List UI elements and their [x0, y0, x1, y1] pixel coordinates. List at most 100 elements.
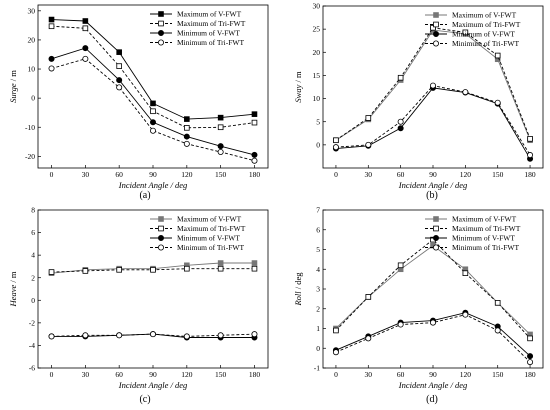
y-axis-label: Sway / m: [293, 71, 303, 103]
data-point: [251, 260, 258, 266]
data-point: [217, 260, 224, 266]
x-tick-label: 30: [82, 370, 90, 379]
data-point: [397, 262, 404, 269]
x-tick-label: 0: [50, 170, 54, 179]
legend-marker: [158, 11, 164, 17]
data-point: [251, 331, 258, 338]
data-point: [183, 140, 190, 147]
x-tick-label: 150: [492, 170, 504, 179]
data-point: [429, 82, 436, 89]
y-tick-label: 5: [316, 117, 320, 126]
x-tick-label: 180: [524, 170, 536, 179]
x-tick-label: 90: [149, 370, 157, 379]
y-tick-label: 0: [31, 94, 35, 103]
x-tick-label: 180: [249, 170, 261, 179]
data-point: [397, 125, 404, 132]
legend-label: Minimum of Tri-FWT: [177, 38, 245, 47]
x-tick-label: 60: [397, 170, 405, 179]
series-1: [48, 23, 258, 131]
data-point: [150, 100, 156, 107]
y-tick-label: 4: [316, 265, 320, 274]
legend-label: Maximum of V-FWT: [452, 11, 517, 20]
data-point: [184, 265, 190, 272]
data-point: [48, 16, 55, 23]
data-point: [149, 119, 156, 126]
series-3: [48, 331, 258, 340]
y-tick-label: 30: [28, 6, 36, 15]
y-axis-label-quantity: Sway: [293, 84, 303, 102]
y-tick-label: 0: [31, 296, 35, 305]
y-axis-label-unit: / deg: [293, 272, 303, 292]
data-point: [217, 114, 224, 121]
data-point: [184, 125, 190, 131]
legend-label: Minimum of V-FWT: [452, 234, 515, 243]
data-point: [430, 24, 436, 31]
data-point: [116, 77, 123, 84]
x-tick-label: 120: [460, 170, 472, 179]
data-point: [184, 116, 190, 122]
y-tick-label: 7: [316, 206, 320, 215]
data-point: [494, 52, 501, 59]
data-point: [251, 151, 258, 158]
data-point: [251, 119, 258, 126]
data-point: [365, 335, 372, 342]
series-2: [332, 84, 534, 162]
x-tick-label: 30: [365, 370, 373, 379]
data-point: [217, 148, 224, 155]
data-point: [82, 55, 89, 62]
data-point: [48, 23, 55, 30]
chart-panel-2: 0 30 60 90 120 150 180 -6 -4 -2 0 2 4 6 8 Incident Angl…: [8, 206, 269, 390]
x-tick-label: 60: [397, 370, 405, 379]
panel-caption: (c): [139, 394, 150, 405]
legend-label: Minimum of V-FWT: [177, 29, 240, 38]
legend-label: Maximum of V-FWT: [177, 215, 242, 224]
data-point: [462, 29, 469, 36]
data-point: [82, 25, 89, 32]
legend-label: Maximum of Tri-FWT: [452, 20, 521, 29]
series-1: [333, 24, 533, 144]
legend-label: Maximum of V-FWT: [452, 215, 517, 224]
x-axis-label: Incident Angle / deg: [118, 380, 188, 390]
data-point: [82, 45, 89, 52]
data-point: [365, 294, 372, 300]
data-point: [527, 353, 534, 360]
data-point: [82, 268, 89, 274]
y-tick-label: 10: [28, 65, 36, 74]
series-0: [48, 16, 258, 122]
legend-label: Minimum of V-FWT: [177, 234, 240, 243]
legend-marker: [433, 12, 439, 18]
series-3: [332, 311, 534, 366]
legend-label: Maximum of Tri-FWT: [452, 224, 521, 233]
y-axis-label: Surge / m: [8, 70, 18, 103]
legend-marker: [158, 216, 164, 222]
data-point: [527, 136, 533, 142]
y-tick-label: 30: [313, 2, 321, 11]
legend-marker: [157, 244, 164, 251]
legend-marker: [157, 234, 164, 241]
y-tick-label: 0: [316, 140, 320, 149]
data-point: [48, 269, 55, 275]
data-point: [217, 265, 224, 272]
x-tick-label: 90: [429, 170, 437, 179]
data-point: [82, 18, 89, 24]
y-tick-label: 6: [31, 228, 35, 237]
x-axis-label: Incident Angle / deg: [118, 180, 188, 190]
x-tick-label: 30: [82, 170, 90, 179]
data-point: [116, 63, 122, 69]
data-point: [333, 327, 339, 334]
data-point: [462, 270, 469, 276]
data-point: [429, 319, 436, 326]
x-tick-label: 0: [334, 170, 338, 179]
data-point: [149, 127, 156, 134]
y-tick-label: 8: [31, 206, 35, 215]
y-tick-label: 25: [313, 25, 321, 34]
x-tick-label: 60: [115, 370, 123, 379]
y-tick-label: 20: [313, 48, 321, 57]
data-point: [365, 115, 372, 121]
legend-label: Minimum of Tri-FWT: [452, 243, 520, 252]
legend-marker: [433, 216, 439, 222]
data-point: [217, 143, 224, 150]
legend-marker: [157, 39, 164, 46]
data-point: [116, 332, 123, 339]
